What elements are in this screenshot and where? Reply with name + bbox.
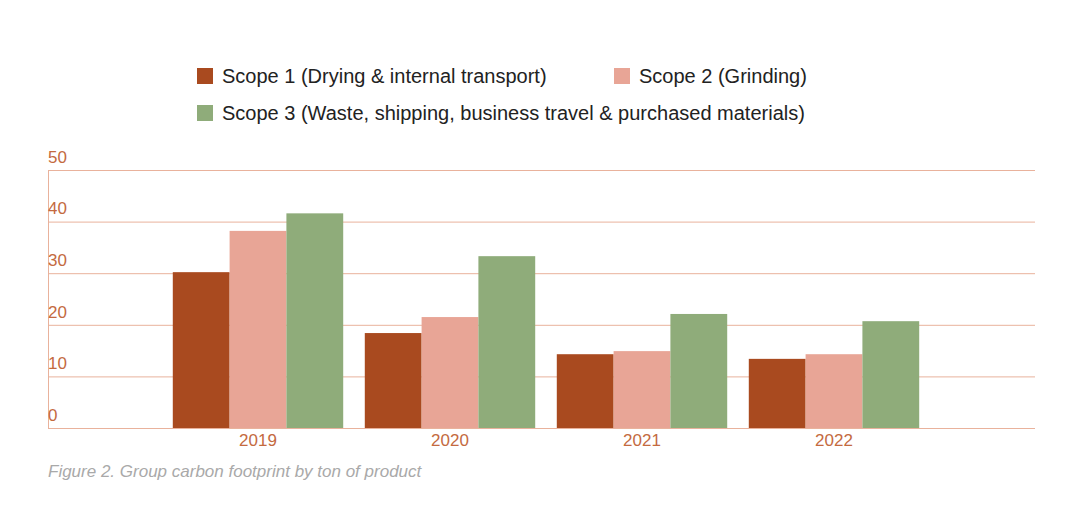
y-tick-label: 30: [48, 251, 67, 270]
x-tick-label: 2021: [623, 431, 661, 450]
bar: [749, 359, 806, 428]
y-tick-label: 50: [48, 148, 67, 167]
bar: [365, 333, 422, 428]
grid-line: [48, 170, 1035, 171]
bar: [478, 256, 535, 428]
legend-item: Scope 1 (Drying & internal transport): [197, 65, 547, 87]
bar: [230, 231, 287, 428]
bars: [173, 213, 919, 428]
x-tick: 2019: [239, 428, 277, 450]
y-tick-label: 20: [48, 303, 67, 322]
bar: [614, 351, 671, 428]
y-tick: 40: [48, 199, 1035, 222]
legend-item: Scope 2 (Grinding): [614, 65, 807, 87]
y-tick: 50: [48, 148, 1035, 171]
legend-label: Scope 2 (Grinding): [639, 65, 807, 87]
legend-item: Scope 3 (Waste, shipping, business trave…: [197, 102, 805, 124]
bar: [173, 272, 230, 428]
y-axis: 0 10 20 30 40 50: [48, 148, 1035, 429]
caption: Figure 2. Group carbon footprint by ton …: [48, 462, 423, 481]
bar: [286, 213, 343, 428]
x-tick: 2020: [431, 428, 469, 450]
y-tick-label: 40: [48, 199, 67, 218]
chart: 0 10 20 30 40 50 2019 2020 2021 2022 Scope 1 (Dryi…: [0, 0, 1080, 524]
legend-swatch: [197, 105, 213, 121]
x-tick-label: 2022: [815, 431, 853, 450]
x-axis-line: [163, 428, 931, 429]
x-tick: 2022: [815, 428, 853, 450]
x-tick-label: 2019: [239, 431, 277, 450]
grid-line: [48, 428, 1035, 429]
legend: Scope 1 (Drying & internal transport) Sco…: [197, 65, 807, 124]
y-tick: 30: [48, 251, 1035, 274]
y-tick-label: 10: [48, 354, 67, 373]
bar: [862, 321, 919, 428]
legend-swatch: [614, 68, 630, 84]
legend-swatch: [197, 68, 213, 84]
bar: [422, 317, 479, 428]
grid-line: [48, 222, 1035, 223]
y-tick-label: 0: [48, 406, 57, 425]
bar: [557, 354, 614, 428]
bar: [670, 314, 727, 428]
legend-label: Scope 3 (Waste, shipping, business trave…: [222, 102, 805, 124]
x-axis: 2019 2020 2021 2022: [163, 428, 931, 450]
x-tick: 2021: [623, 428, 661, 450]
bar: [806, 354, 863, 428]
legend-label: Scope 1 (Drying & internal transport): [222, 65, 547, 87]
x-tick-label: 2020: [431, 431, 469, 450]
